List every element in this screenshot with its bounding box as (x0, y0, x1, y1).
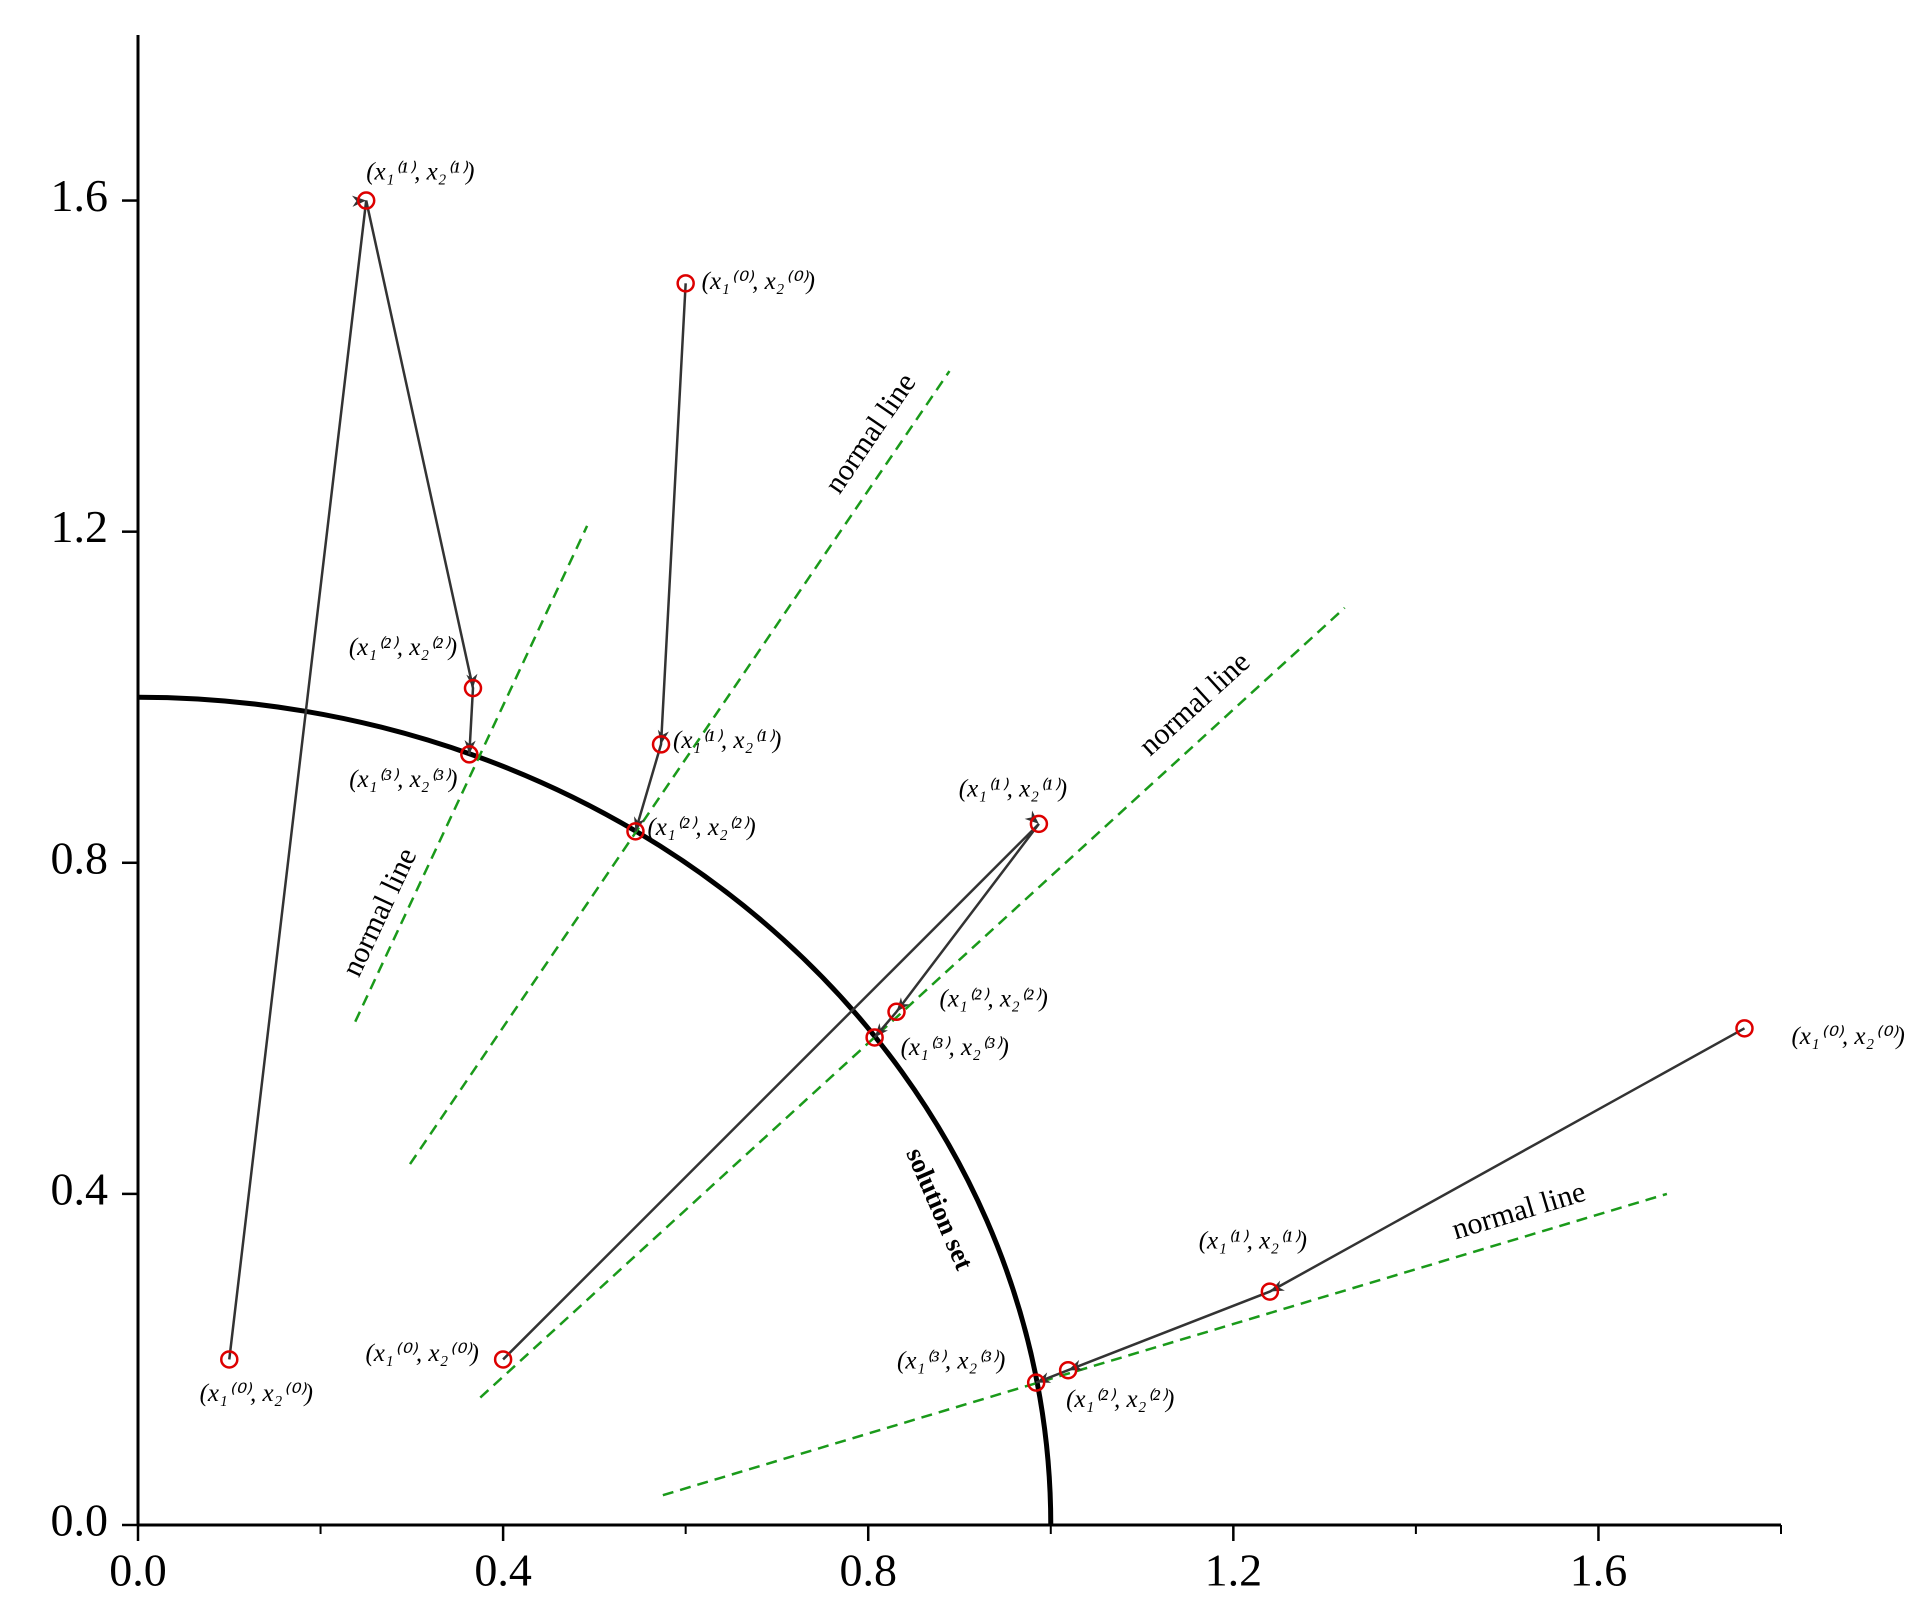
normal-line-label: normal line (1133, 645, 1257, 762)
point-label: (x₁⁽¹⁾, x₂⁽¹⁾) (959, 776, 1067, 803)
point-label: (x₁⁽⁰⁾, x₂⁽⁰⁾) (1791, 1023, 1904, 1050)
iterate-point (865, 1028, 884, 1047)
y-tick-label: 1.6 (51, 170, 109, 221)
iterate-point (460, 745, 479, 764)
iterate-point (1735, 1019, 1754, 1038)
x-tick-label: 1.6 (1570, 1545, 1628, 1596)
y-tick-label: 0.8 (51, 832, 109, 883)
normal-line (662, 1192, 1668, 1497)
iterate-point (1029, 814, 1049, 834)
x-tick-label: 0.8 (839, 1545, 897, 1596)
iterate-point (220, 1350, 239, 1369)
point-label: (x₁⁽²⁾, x₂⁽²⁾) (349, 634, 457, 661)
trajectory (634, 283, 687, 832)
trajectory (1035, 1027, 1746, 1384)
iterate-point (887, 1002, 906, 1022)
point-label: (x₁⁽⁰⁾, x₂⁽⁰⁾) (200, 1380, 313, 1407)
point-label: (x₁⁽¹⁾, x₂⁽¹⁾) (673, 727, 781, 754)
trajectory (502, 810, 1040, 1361)
point-label: (x₁⁽²⁾, x₂⁽²⁾) (647, 814, 755, 841)
normal-line-label: normal line (335, 843, 423, 982)
solution-set-label: solution set (900, 1143, 979, 1274)
iterate-point (356, 191, 376, 210)
point-label: (x₁⁽¹⁾, x₂⁽¹⁾) (366, 158, 474, 185)
y-tick-label: 0.0 (51, 1495, 109, 1546)
iterate-point (463, 678, 483, 698)
x-tick-label: 1.2 (1205, 1545, 1263, 1596)
x-tick-label: 0.0 (109, 1545, 167, 1596)
point-label: (x₁⁽⁰⁾, x₂⁽⁰⁾) (702, 268, 815, 295)
iterate-point (676, 274, 695, 293)
normal-line-label: normal line (1448, 1175, 1589, 1246)
x-tick-label: 0.4 (474, 1545, 532, 1596)
iterate-point (651, 735, 671, 754)
iterate-point (493, 1350, 513, 1369)
y-tick-label: 1.2 (51, 501, 109, 552)
point-label: (x₁⁽²⁾, x₂⁽²⁾) (940, 986, 1048, 1013)
point-label: (x₁⁽³⁾, x₂⁽³⁾) (349, 766, 457, 793)
y-tick-label: 0.4 (51, 1163, 109, 1214)
iterate-point (626, 822, 645, 841)
point-label: (x₁⁽⁰⁾, x₂⁽⁰⁾) (365, 1340, 478, 1367)
point-label: (x₁⁽¹⁾, x₂⁽¹⁾) (1199, 1227, 1307, 1254)
point-label: (x₁⁽³⁾, x₂⁽³⁾) (897, 1347, 1005, 1374)
iterate-point (1026, 1373, 1046, 1392)
normal-line (408, 370, 951, 1165)
trajectory (228, 195, 478, 1360)
point-label: (x₁⁽³⁾, x₂⁽³⁾) (901, 1034, 1009, 1061)
normal-line (479, 606, 1346, 1399)
iterate-point (1260, 1282, 1280, 1301)
point-label: (x₁⁽²⁾, x₂⁽²⁾) (1066, 1386, 1174, 1413)
iterate-point (1058, 1360, 1078, 1380)
normal-line (354, 525, 589, 1023)
